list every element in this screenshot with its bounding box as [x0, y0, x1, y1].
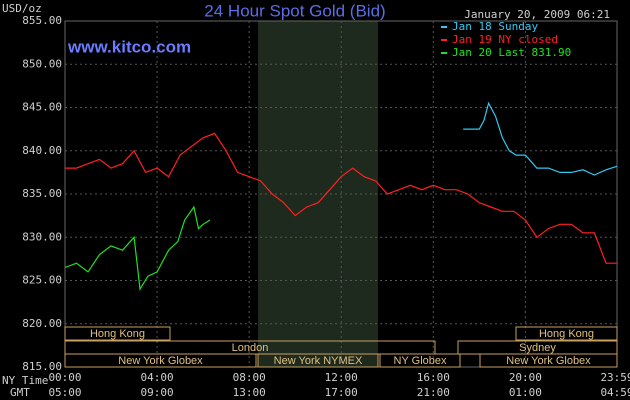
- chart-title: 24 Hour Spot Gold (Bid): [204, 1, 385, 20]
- y-tick-label: 815.00: [22, 360, 62, 373]
- y-tick-label: 855.00: [22, 14, 62, 27]
- nymex-shade: [258, 21, 378, 367]
- y-tick-label: 825.00: [22, 274, 62, 287]
- session-box: [479, 353, 618, 368]
- x2-tick-label: 09:00: [141, 386, 174, 399]
- session-label: Hong Kong: [539, 328, 594, 340]
- legend-label: Jan 20 Last 831.90: [452, 46, 571, 59]
- x-tick-label: 23:59: [600, 371, 630, 384]
- legend-label: Jan 19 NY closed: [452, 33, 558, 46]
- website: www.kitco.com: [67, 37, 191, 56]
- x-tick-label: 00:00: [48, 371, 81, 384]
- x2-tick-label: 13:00: [233, 386, 266, 399]
- y-axis-label: USD/oz: [2, 2, 42, 15]
- session-box: [515, 326, 618, 341]
- session-box: [64, 353, 257, 368]
- session-label: Hong Kong: [90, 328, 145, 340]
- timestamp: January 20, 2009 06:21: [464, 8, 610, 21]
- y-tick-label: 835.00: [22, 187, 62, 200]
- series-line: [65, 132, 617, 264]
- series-line: [463, 101, 618, 176]
- x-axis-label: NY Time: [2, 374, 48, 387]
- session-label: New York Globex: [118, 355, 203, 367]
- x-tick-label: 20:00: [509, 371, 542, 384]
- x-tick-label: 16:00: [417, 371, 450, 384]
- session-label: London: [232, 342, 269, 354]
- session-label: NY Globex: [394, 355, 447, 367]
- y-tick-label: 840.00: [22, 144, 62, 157]
- x-tick-label: 12:00: [325, 371, 358, 384]
- session-label: Sydney: [519, 342, 556, 354]
- x2-tick-label: 01:00: [509, 386, 542, 399]
- legend-label: Jan 18 Sunday: [452, 20, 538, 33]
- x2-tick-label: 21:00: [417, 386, 450, 399]
- session-label: New York NYMEX: [274, 355, 363, 367]
- y-tick-label: 850.00: [22, 57, 62, 70]
- session-label: New York Globex: [506, 355, 591, 367]
- y-tick-label: 820.00: [22, 317, 62, 330]
- session-box: [379, 353, 461, 368]
- y-tick-label: 830.00: [22, 230, 62, 243]
- y-tick-label: 845.00: [22, 101, 62, 114]
- x2-tick-label: 05:00: [48, 386, 81, 399]
- x2-axis-label: GMT: [10, 386, 30, 399]
- x-tick-label: 04:00: [141, 371, 174, 384]
- series-line: [64, 205, 211, 291]
- x2-tick-label: 04:59: [600, 386, 630, 399]
- shading: [258, 21, 378, 367]
- x-tick-label: 08:00: [233, 371, 266, 384]
- x2-tick-label: 17:00: [325, 386, 358, 399]
- session-box: [257, 353, 379, 368]
- session-box: [64, 326, 171, 341]
